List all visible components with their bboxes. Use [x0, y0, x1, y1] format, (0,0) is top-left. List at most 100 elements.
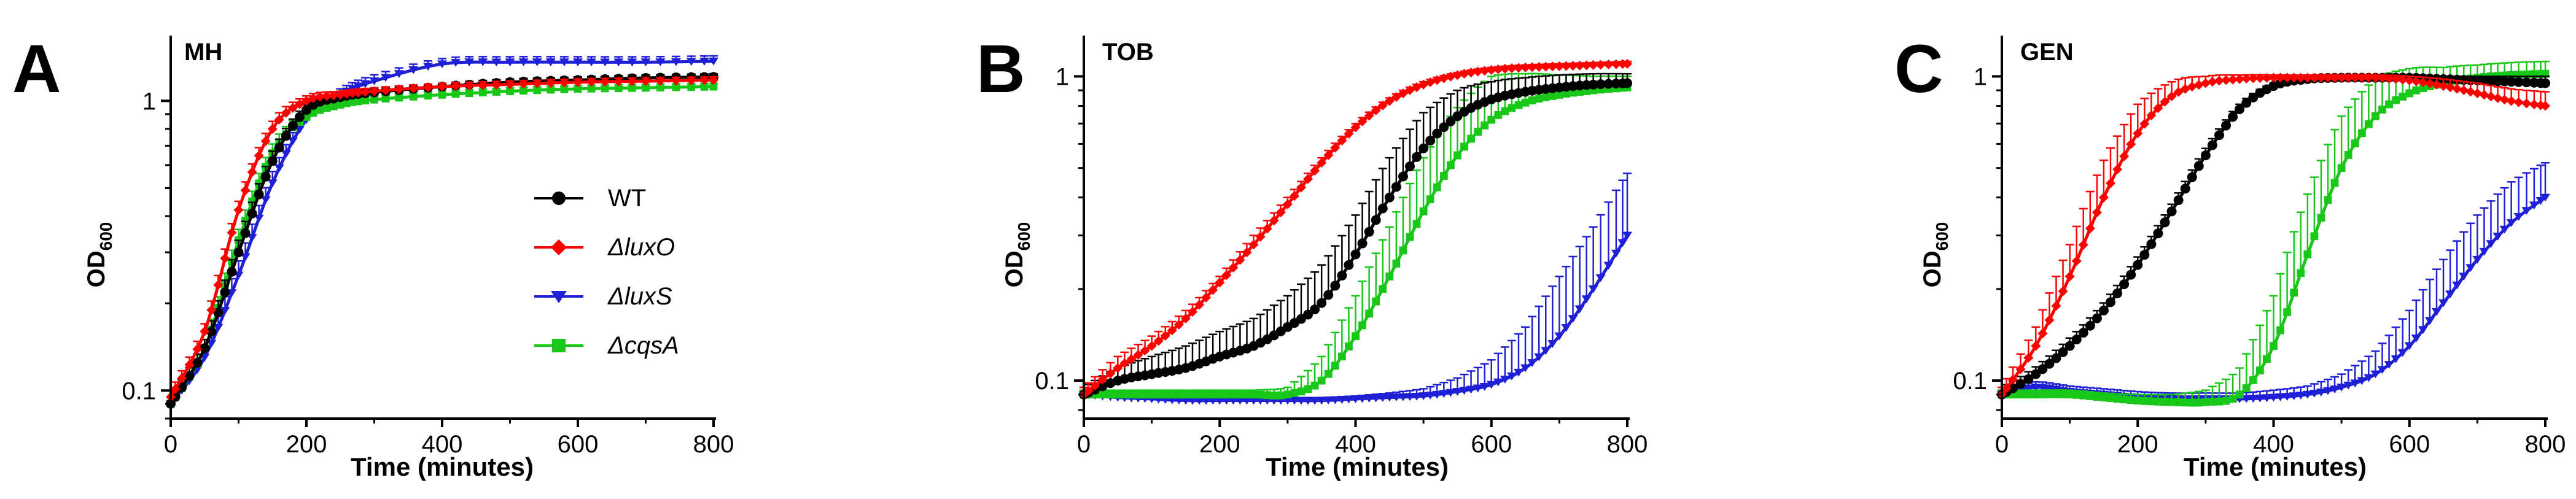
data-point	[2133, 396, 2142, 404]
data-point	[2201, 398, 2210, 406]
data-point	[1083, 385, 1094, 396]
data-point	[2037, 384, 2048, 392]
data-point	[1595, 79, 1606, 90]
data-point	[2092, 207, 2102, 218]
data-point	[1520, 62, 1531, 72]
data-point	[492, 88, 500, 96]
data-point	[1344, 128, 1354, 139]
data-point	[1473, 384, 1483, 393]
data-point	[353, 87, 364, 98]
data-point	[2017, 390, 2025, 399]
x-tick-label: 400	[1335, 431, 1376, 458]
data-point	[2052, 390, 2060, 398]
data-point	[2499, 225, 2510, 234]
data-point	[2404, 342, 2415, 350]
data-point	[2214, 130, 2224, 141]
data-point	[671, 58, 682, 66]
data-point	[560, 85, 569, 93]
series-luxs	[1997, 161, 2550, 404]
data-point	[613, 76, 624, 87]
data-point	[2499, 95, 2510, 105]
data-point	[2432, 80, 2442, 90]
data-point	[628, 83, 636, 92]
data-point	[2255, 394, 2265, 403]
data-point	[642, 83, 650, 92]
series-wt	[1079, 72, 1632, 400]
data-point	[1330, 142, 1341, 153]
data-point	[1160, 331, 1170, 341]
data-point	[1364, 110, 1374, 121]
data-point	[2221, 120, 2232, 131]
data-point	[451, 81, 461, 91]
data-point	[1460, 142, 1468, 151]
data-point	[2200, 150, 2211, 161]
data-point	[1357, 238, 1368, 249]
data-point	[240, 228, 251, 238]
data-point	[2031, 384, 2041, 392]
data-point	[1180, 313, 1191, 323]
data-point	[518, 79, 529, 89]
x-axis-label: Time (minutes)	[2184, 452, 2367, 481]
data-point	[1173, 396, 1184, 405]
data-point	[227, 266, 237, 277]
data-point	[465, 89, 473, 98]
data-point	[1283, 390, 1292, 399]
data-point	[1574, 60, 1585, 71]
data-point	[1208, 390, 1217, 399]
data-point	[2472, 88, 2483, 98]
data-point	[491, 58, 502, 67]
data-point	[1562, 90, 1570, 98]
data-point	[2529, 99, 2539, 110]
data-point	[2086, 392, 2095, 400]
data-point	[1418, 392, 1429, 400]
data-point	[1248, 239, 1259, 250]
data-point	[1433, 183, 1441, 191]
data-point	[1473, 66, 1483, 77]
data-point	[586, 58, 597, 67]
data-point	[586, 77, 597, 87]
data-point	[1474, 128, 1482, 136]
series-wt	[1997, 72, 2550, 400]
data-point	[409, 92, 418, 101]
data-point	[1398, 171, 1408, 182]
data-point	[1337, 396, 1347, 404]
data-point	[370, 95, 378, 104]
data-point	[573, 77, 583, 87]
data-point	[2479, 90, 2489, 100]
data-point	[2540, 101, 2550, 111]
data-point	[2001, 383, 2012, 393]
data-point	[281, 131, 291, 141]
data-point	[220, 253, 230, 263]
data-point	[2208, 398, 2217, 406]
data-point	[1310, 381, 1319, 390]
data-point	[2180, 184, 2190, 194]
data-point	[2222, 396, 2230, 405]
data-point	[533, 86, 542, 95]
data-point	[1242, 247, 1252, 258]
data-point	[1399, 246, 1407, 255]
x-axis-label: Time (minutes)	[1266, 452, 1449, 481]
data-point	[1337, 270, 1347, 280]
data-point	[329, 102, 338, 110]
data-point	[1534, 353, 1544, 362]
data-point	[2297, 269, 2305, 277]
data-point	[1113, 363, 1123, 373]
data-point	[2126, 269, 2136, 280]
data-point	[438, 90, 446, 99]
series-cqsa	[1998, 60, 2550, 407]
data-point	[1588, 60, 1598, 70]
data-point	[559, 77, 569, 88]
data-point	[1350, 395, 1361, 403]
data-point	[1195, 390, 1204, 399]
panel-c: C GEN 0 200 400 600 800 0.1 1 OD600 Time (minu…	[1894, 31, 2566, 481]
data-point	[2465, 264, 2476, 273]
data-point	[2071, 335, 2082, 345]
data-point	[2506, 219, 2516, 227]
data-point	[2270, 342, 2278, 350]
data-point	[1528, 96, 1536, 104]
data-point	[1508, 104, 1516, 112]
data-point	[2174, 398, 2183, 406]
data-point	[1595, 60, 1606, 70]
data-point	[1255, 231, 1266, 242]
data-point	[2235, 104, 2245, 114]
